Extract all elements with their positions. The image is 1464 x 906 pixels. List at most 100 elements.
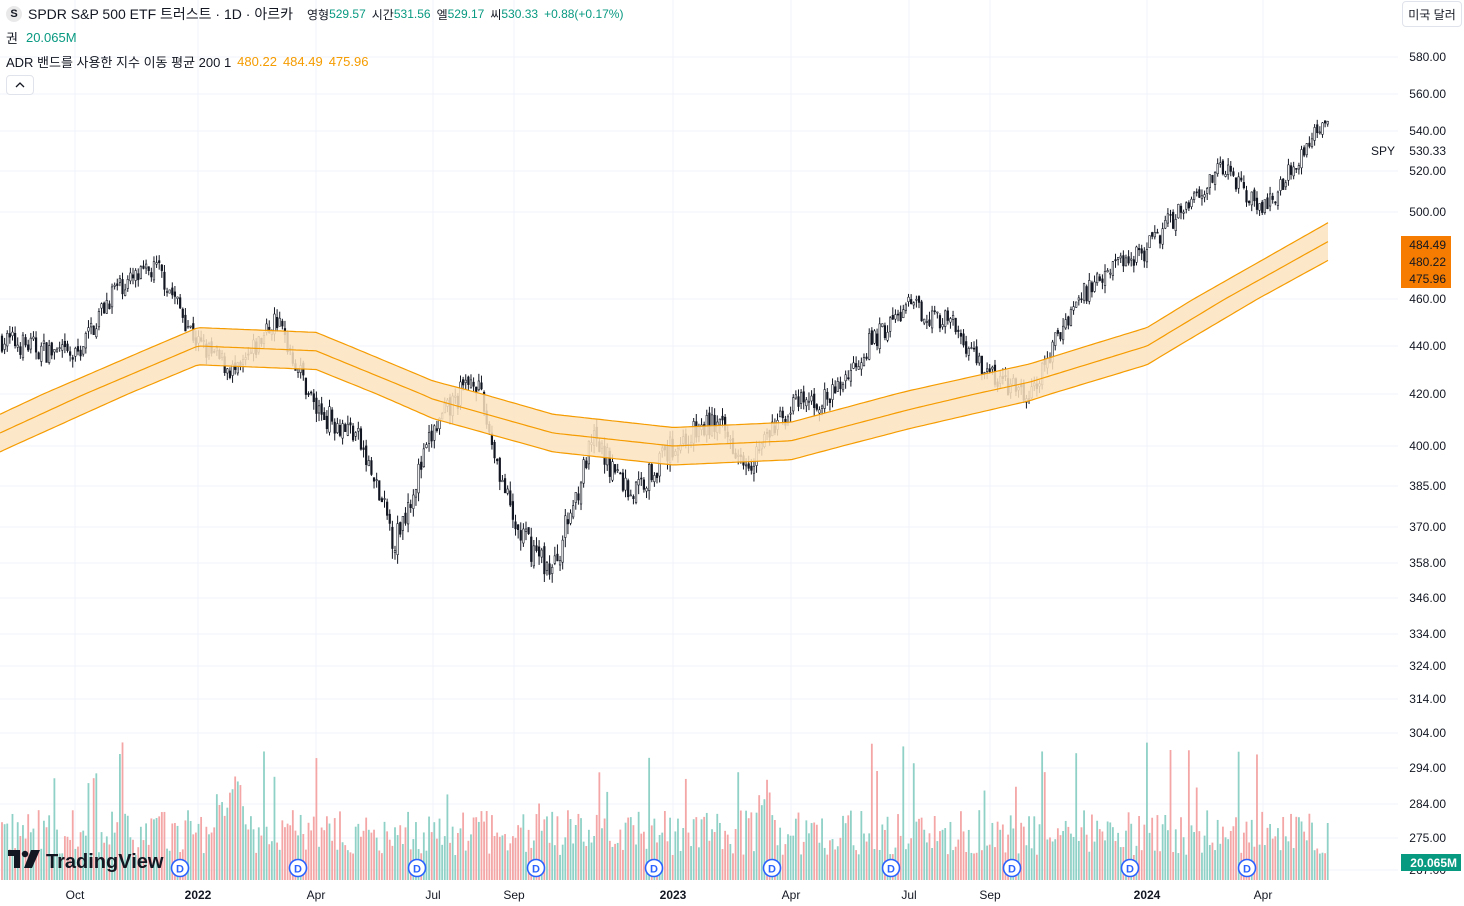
dividend-marker-icon[interactable]: D bbox=[526, 858, 546, 878]
volume-bar bbox=[1146, 742, 1148, 880]
volume-bar bbox=[808, 833, 810, 880]
candle-body bbox=[896, 313, 900, 316]
candle-body bbox=[831, 384, 834, 400]
volume-bar bbox=[834, 849, 837, 880]
volume-bar bbox=[546, 816, 548, 880]
volume-bar bbox=[289, 825, 292, 880]
volume-bar bbox=[527, 829, 530, 880]
candle-body bbox=[145, 263, 148, 269]
candle-body bbox=[1248, 201, 1251, 204]
candle-body bbox=[228, 370, 232, 378]
volume-bar bbox=[1269, 824, 1271, 880]
volume-bar bbox=[886, 816, 889, 880]
time-tick-label: 2024 bbox=[1134, 888, 1161, 902]
volume-bar bbox=[213, 827, 216, 880]
volume-bar bbox=[349, 852, 352, 880]
candle-body bbox=[1203, 194, 1206, 198]
volume-label[interactable]: 권 bbox=[6, 31, 18, 46]
volume-bar bbox=[805, 820, 808, 880]
volume-bar bbox=[95, 773, 98, 880]
candle-body bbox=[89, 322, 93, 328]
candle-body bbox=[1274, 201, 1277, 204]
volume-bar bbox=[627, 817, 630, 880]
candle-body bbox=[975, 346, 978, 364]
candle-body bbox=[527, 527, 530, 534]
volume-bar bbox=[810, 823, 813, 880]
candle-body bbox=[386, 501, 389, 516]
tradingview-logo[interactable]: TradingView bbox=[8, 849, 163, 875]
indicator-label[interactable]: ADR 밴드를 사용한 지수 이동 평균 200 1 bbox=[6, 55, 232, 70]
candle-body bbox=[1240, 177, 1243, 181]
low-value: 529.17 bbox=[447, 7, 485, 21]
volume-bar bbox=[682, 828, 685, 880]
volume-bar bbox=[1295, 816, 1298, 880]
volume-bar bbox=[1242, 832, 1245, 880]
dividend-marker-icon[interactable]: D bbox=[1120, 858, 1140, 878]
volume-bar bbox=[1140, 850, 1143, 880]
volume-bar bbox=[189, 821, 192, 880]
volume-bar bbox=[485, 811, 488, 880]
volume-bar bbox=[200, 816, 203, 880]
candle-body bbox=[1316, 124, 1319, 134]
volume-bar bbox=[1290, 813, 1292, 880]
candle-body bbox=[126, 279, 129, 289]
volume-bar bbox=[931, 847, 933, 880]
volume-bar bbox=[1250, 819, 1253, 880]
candle-body bbox=[574, 492, 577, 503]
volume-bar bbox=[134, 854, 137, 880]
candle-body bbox=[572, 505, 575, 518]
candle-body bbox=[1096, 273, 1099, 284]
volume-bar bbox=[1256, 754, 1258, 880]
time-axis-bg bbox=[0, 880, 1398, 906]
volume-bar bbox=[960, 811, 962, 880]
symbol-title[interactable]: SPDR S&P 500 ETF 트러스트 · 1D · 아르카 bbox=[28, 6, 293, 22]
volume-bar bbox=[970, 852, 973, 880]
dividend-marker-icon[interactable]: D bbox=[170, 858, 190, 878]
volume-bar bbox=[823, 847, 826, 880]
dividend-marker-icon[interactable]: D bbox=[881, 858, 901, 878]
candle-body bbox=[1211, 174, 1214, 183]
volume-bar bbox=[312, 816, 315, 880]
volume-bar bbox=[1096, 820, 1099, 880]
candle-body bbox=[501, 479, 504, 483]
volume-bar bbox=[105, 836, 108, 880]
volume-bar bbox=[622, 849, 624, 880]
volume-bar bbox=[1324, 853, 1326, 880]
price-tick-label: 540.00 bbox=[1409, 124, 1446, 138]
dividend-marker-icon[interactable]: D bbox=[1002, 858, 1022, 878]
candle-body bbox=[24, 337, 27, 346]
candle-body bbox=[805, 399, 808, 407]
time-tick-label: Sep bbox=[979, 888, 1001, 902]
dividend-marker-icon[interactable]: D bbox=[762, 858, 782, 878]
candle-body bbox=[95, 328, 98, 338]
symbol-badge-icon[interactable]: S bbox=[6, 6, 22, 22]
volume-bar bbox=[328, 823, 331, 880]
volume-bar bbox=[933, 816, 936, 880]
volume-bar bbox=[278, 849, 281, 880]
candle-body bbox=[496, 459, 499, 462]
candle-body bbox=[1279, 179, 1282, 191]
candle-body bbox=[954, 317, 957, 333]
candle-body bbox=[718, 418, 721, 426]
candle-body bbox=[404, 512, 407, 524]
price-tick-label: 275.00 bbox=[1409, 831, 1446, 845]
currency-button[interactable]: 미국 달러 bbox=[1402, 1, 1462, 27]
volume-bar bbox=[1167, 830, 1169, 880]
candle-body bbox=[818, 409, 821, 414]
collapse-legend-button[interactable] bbox=[6, 75, 34, 95]
svg-text:D: D bbox=[532, 864, 540, 876]
candle-body bbox=[930, 310, 934, 329]
dividend-marker-icon[interactable]: D bbox=[288, 858, 308, 878]
volume-bar bbox=[905, 849, 907, 880]
volume-bar bbox=[999, 829, 1002, 880]
dividend-marker-icon[interactable]: D bbox=[407, 858, 427, 878]
dividend-marker-icon[interactable]: D bbox=[1237, 858, 1257, 878]
volume-bar bbox=[1266, 827, 1269, 880]
candle-body bbox=[378, 480, 381, 501]
dividend-marker-icon[interactable]: D bbox=[644, 858, 664, 878]
volume-bar bbox=[991, 822, 994, 880]
volume-bar bbox=[1067, 826, 1070, 880]
candle-body bbox=[1213, 172, 1217, 185]
legend-title-row: S SPDR S&P 500 ETF 트러스트 · 1D · 아르카 영형 529… bbox=[6, 4, 623, 24]
